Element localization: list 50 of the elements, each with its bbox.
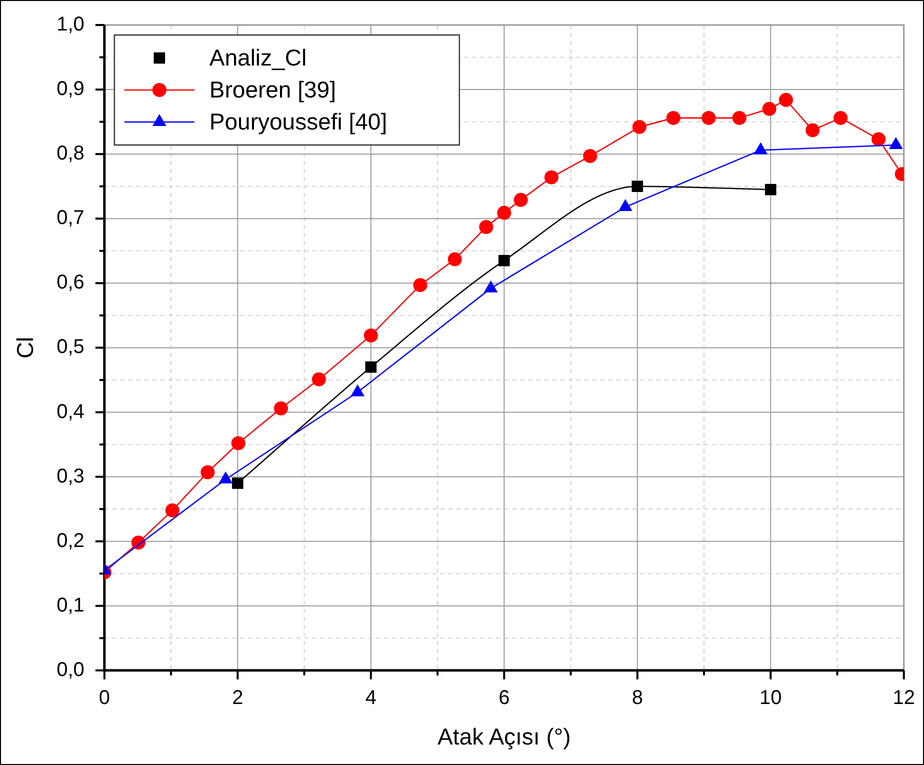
x-tick-label: 4 [365,686,376,709]
y-tick-label: 0,4 [56,400,84,423]
point [448,252,462,266]
point [413,278,428,292]
point [778,92,793,107]
y-tick-label: 1,0 [56,14,84,36]
point [762,102,776,116]
point [231,436,246,450]
point [364,328,378,342]
x-tick-label: 10 [760,686,782,709]
point [165,503,180,518]
point [834,110,848,125]
point [514,192,528,207]
y-tick-label: 0,7 [56,207,84,230]
point [365,361,377,373]
y-tick-label: 0,3 [56,465,84,488]
y-tick-label: 0,5 [56,336,84,358]
point [312,372,326,386]
point [583,149,598,164]
point [200,465,215,480]
point [702,110,716,125]
legend-label: Broeren [39] [209,76,336,102]
point [666,110,680,125]
point [872,132,886,146]
point [632,120,646,134]
x-tick-label: 8 [632,686,643,709]
point [544,170,558,184]
x-tick-label: 6 [498,686,510,709]
x-tick-label: 0 [98,686,110,709]
y-tick-label: 0,9 [56,78,84,100]
x-axis-title: Atak Açısı (°) [438,724,571,750]
x-tick-label: 12 [892,686,915,709]
point [764,184,776,196]
y-tick-label: 0,6 [56,272,84,294]
point [806,123,820,138]
y-tick-label: 0,8 [56,142,84,165]
legend-label: Pouryoussefi [40] [209,108,388,134]
point [479,220,494,234]
point [497,206,512,220]
y-axis-title: Cl [12,336,38,359]
legend-label: Analiz_Cl [209,44,307,70]
x-tick-label: 2 [232,686,244,709]
point [274,401,288,416]
point [732,110,746,125]
point [498,254,510,266]
point [632,180,644,192]
y-tick-label: 0,1 [56,594,84,616]
y-tick-label: 0,0 [56,658,84,681]
y-tick-label: 0,2 [56,530,84,552]
point [232,478,244,489]
